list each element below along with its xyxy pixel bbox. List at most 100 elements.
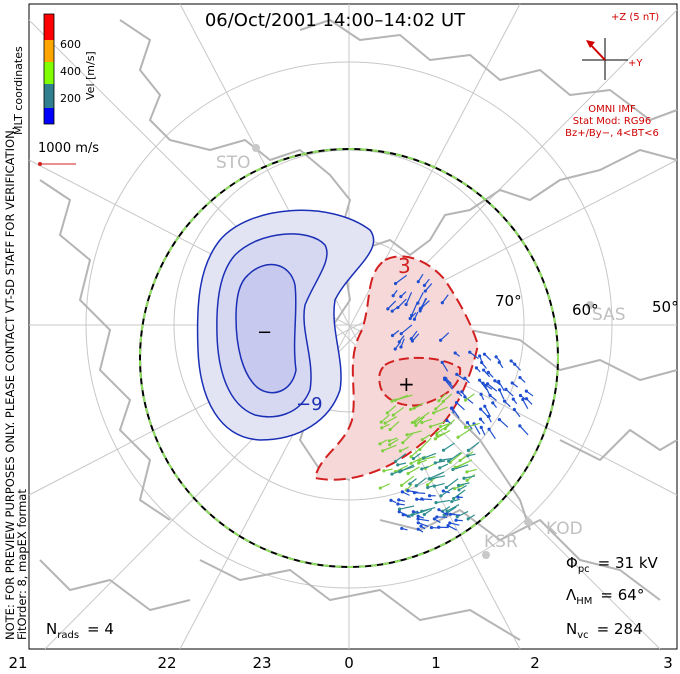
- velocity-vector-198: [438, 509, 449, 516]
- velocity-vector-origin-150: [426, 485, 430, 490]
- velocity-vector-origin-0: [412, 317, 417, 321]
- velocity-vector-origin-44: [487, 427, 491, 431]
- negative-cell-inner: [235, 263, 297, 394]
- velocity-vector-origin-104: [416, 461, 421, 465]
- velocity-vector-149: [399, 505, 415, 510]
- velocity-vector-origin-173: [462, 476, 466, 480]
- velocity-vector-origin-14: [386, 307, 390, 311]
- hm-boundary: [139, 148, 559, 568]
- velocity-vector-47: [484, 385, 491, 396]
- velocity-vector-35: [480, 408, 490, 419]
- velocity-vector-origin-30: [482, 352, 487, 356]
- velocity-vector-origin-24: [410, 339, 414, 343]
- velocity-vector-origin-203: [406, 489, 410, 493]
- velocity-vector-origin-182: [397, 510, 401, 514]
- velocity-vector-origin-33: [494, 355, 498, 359]
- velocity-vector-origin-185: [400, 526, 404, 531]
- velocity-vector-24: [411, 333, 420, 342]
- velocity-vector-111: [380, 483, 391, 489]
- velocity-vector-origin-89: [379, 420, 383, 424]
- velocity-vector-origin-26: [440, 360, 444, 364]
- velocity-vector-1: [411, 303, 418, 316]
- colorbar-border: [43, 13, 55, 125]
- velocity-vector-origin-92: [385, 411, 389, 415]
- n-vc-stat: Nvc = 284: [566, 620, 643, 641]
- velocity-vector-62: [505, 388, 514, 397]
- velocity-vector-18: [400, 324, 413, 335]
- velocity-vector-origin-142: [445, 509, 449, 513]
- colorbar-segment-0: [44, 108, 54, 124]
- velocity-vector-129: [430, 421, 446, 428]
- colorbar-segment-2: [44, 62, 54, 84]
- imf-z-label: +Z (5 nT): [611, 12, 659, 23]
- phi-pc-stat: Φpc = 31 kV: [566, 554, 659, 575]
- velocity-vector-94: [407, 466, 420, 475]
- velocity-vector-origin-147: [451, 467, 455, 472]
- velocity-vector-origin-169: [450, 499, 454, 504]
- velocity-vector-origin-111: [378, 486, 382, 490]
- velocity-vector-5: [395, 274, 407, 284]
- latitude-labels: 70° 60° 50°: [495, 292, 679, 319]
- mlt-tick-0: 0: [344, 654, 354, 672]
- velocity-vector-138: [456, 510, 469, 518]
- mlt-tick-22: 22: [157, 654, 176, 672]
- velocity-vector-109: [410, 447, 421, 458]
- velocity-vector-65: [451, 407, 460, 419]
- velocity-vector-130: [454, 461, 469, 468]
- velocity-vector-origin-71: [512, 407, 516, 412]
- velocity-vector-origin-65: [450, 406, 454, 410]
- velocity-vector-origin-135: [408, 407, 413, 412]
- velocity-vector-origin-179: [454, 518, 458, 522]
- velocity-vector-origin-166: [390, 472, 394, 476]
- velocity-vector-175: [428, 471, 445, 480]
- velocity-vector-origin-132: [420, 438, 424, 442]
- velocity-vector-163: [453, 489, 466, 499]
- velocity-vector-origin-184: [427, 494, 432, 498]
- velocity-vector-48: [444, 379, 454, 390]
- velocity-vector-origin-58: [479, 392, 483, 396]
- velocity-vector-origin-81: [378, 442, 382, 446]
- velocity-vector-origin-160: [421, 456, 426, 460]
- velocity-vector-57: [469, 351, 479, 360]
- velocity-vector-origin-133: [410, 420, 415, 425]
- velocity-vector-origin-152: [441, 448, 446, 452]
- velocity-vector-origin-62: [504, 387, 508, 391]
- velocity-vector-82: [435, 401, 445, 410]
- lat-label-70: 70°: [495, 292, 522, 310]
- velocity-vector-origin-11: [397, 340, 401, 344]
- velocity-vector-21: [397, 298, 407, 308]
- velocity-vector-origin-70: [488, 393, 492, 397]
- positive-cell-contour-label: 3: [398, 254, 411, 278]
- velocity-vector-origin-74: [478, 417, 483, 421]
- lambda-hm-stat: ΛHM = 64°: [566, 586, 644, 607]
- velocity-vector-142: [446, 504, 460, 512]
- velocity-vector-origin-205: [446, 523, 450, 528]
- velocity-vector-114: [391, 394, 409, 402]
- velocity-vector-origin-42: [479, 425, 483, 429]
- colorbar-tick-600: 600: [60, 38, 81, 51]
- colorbar-segment-4: [44, 14, 54, 40]
- velocity-vector-origin-164: [410, 513, 414, 517]
- velocity-vector-origin-175: [427, 477, 431, 481]
- velocity-vector-origin-137: [414, 484, 418, 488]
- velocity-vector-119: [382, 444, 397, 452]
- mlt-tick-2: 2: [530, 654, 540, 672]
- station-sas: SAS: [586, 301, 626, 325]
- velocity-vector-origin-178: [441, 489, 445, 493]
- velocity-vector-origin-107: [456, 435, 460, 439]
- velocity-vector-origin-9: [416, 301, 420, 305]
- velocity-vector-origin-88: [432, 411, 436, 415]
- imf-y-label: +Y: [628, 58, 643, 69]
- velocity-vector-origin-168: [399, 469, 403, 473]
- velocity-vector-origin-105: [465, 470, 469, 474]
- velocity-vector-152: [443, 442, 455, 451]
- velocity-vector-origin-171: [433, 461, 437, 465]
- lat-label-50: 50°: [652, 298, 679, 316]
- station-kod: KOD: [524, 518, 583, 539]
- velocity-vector-origin-38: [455, 372, 459, 376]
- velocity-vector-135: [410, 405, 420, 410]
- velocity-vector-origin-32: [509, 359, 513, 363]
- velocity-vector-98: [389, 438, 399, 446]
- velocity-vector-origin-148: [396, 463, 400, 467]
- velocity-vector-origin-191: [396, 502, 400, 506]
